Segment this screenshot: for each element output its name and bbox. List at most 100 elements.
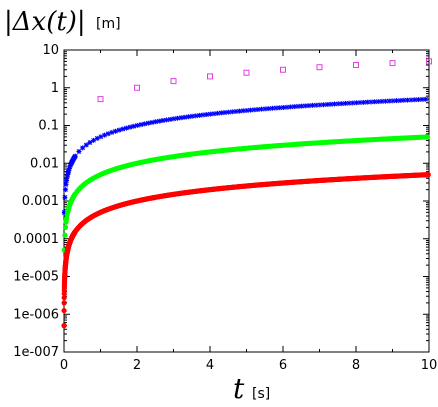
data-point-asterisk: [123, 125, 129, 131]
data-point-asterisk: [248, 107, 254, 113]
data-point-asterisk: [339, 101, 345, 107]
data-point-asterisk: [207, 111, 213, 117]
y-tick-label: 0.0001: [14, 232, 60, 247]
data-point-asterisk: [394, 98, 400, 104]
data-point-red: [61, 307, 67, 314]
data-point-asterisk: [167, 116, 173, 122]
data-point-asterisk: [116, 127, 122, 133]
data-point-green: [63, 219, 69, 225]
data-point-asterisk: [419, 96, 425, 102]
data-point-square: [207, 73, 213, 80]
data-point-asterisk: [415, 97, 421, 103]
data-point-asterisk: [229, 109, 235, 115]
data-point-asterisk: [321, 102, 327, 108]
data-point-asterisk: [62, 187, 68, 193]
data-point-asterisk: [404, 97, 410, 103]
data-point-asterisk: [310, 102, 316, 108]
data-point-asterisk: [91, 137, 97, 143]
series-layer: [61, 58, 432, 329]
data-point-asterisk: [299, 103, 305, 109]
x-axis-unit: [s]: [252, 386, 270, 402]
series-1: [61, 96, 429, 215]
data-point-red: [61, 323, 67, 329]
data-point-red: [61, 295, 67, 301]
data-point-asterisk: [62, 194, 68, 200]
data-point-asterisk: [120, 126, 126, 132]
y-axis-unit: [m]: [96, 16, 121, 32]
data-point-asterisk: [178, 115, 184, 121]
data-point-asterisk: [375, 99, 381, 105]
data-point-green: [62, 232, 68, 238]
x-tick-label: 0: [60, 358, 68, 373]
y-tick-label: 0.001: [22, 194, 59, 209]
data-point-asterisk: [280, 104, 286, 110]
y-tick-label: 0.01: [30, 156, 59, 171]
data-point-asterisk: [361, 99, 367, 105]
data-point-asterisk: [138, 122, 144, 128]
data-point-asterisk: [233, 108, 239, 114]
data-point-asterisk: [357, 100, 363, 106]
y-tick-label: 10: [42, 43, 59, 58]
data-point-asterisk: [105, 131, 111, 137]
data-point-red: [425, 172, 431, 178]
data-point-asterisk: [142, 121, 148, 127]
data-point-asterisk: [215, 110, 221, 116]
data-point-asterisk: [379, 98, 385, 104]
data-point-asterisk: [189, 113, 195, 119]
data-point-square: [426, 58, 432, 65]
data-point-asterisk: [94, 135, 100, 141]
data-point-asterisk: [302, 103, 308, 109]
data-point-asterisk: [182, 114, 188, 120]
data-point-asterisk: [160, 118, 166, 124]
x-tick-label: 8: [352, 358, 360, 373]
data-point-asterisk: [237, 108, 243, 114]
data-point-asterisk: [291, 104, 297, 110]
data-point-asterisk: [408, 97, 414, 103]
data-point-asterisk: [313, 102, 319, 108]
x-tick-label: 2: [133, 358, 141, 373]
data-point-asterisk: [295, 103, 301, 109]
plot-frame: [63, 49, 430, 353]
data-point-asterisk: [353, 100, 359, 106]
data-point-asterisk: [200, 112, 206, 118]
data-point-asterisk: [127, 124, 133, 130]
data-point-asterisk: [185, 114, 191, 120]
data-point-green: [424, 134, 431, 140]
data-point-square: [134, 84, 140, 91]
data-point-asterisk: [211, 111, 217, 117]
data-point-asterisk: [204, 112, 210, 118]
y-axis-label: |Δx(t)|: [4, 7, 86, 37]
data-point-asterisk: [277, 105, 283, 111]
data-point-asterisk: [401, 97, 407, 103]
data-point-asterisk: [66, 166, 72, 172]
x-tick-label: 4: [206, 358, 214, 373]
y-tick-label: 1e-007: [13, 345, 59, 360]
axis-ticks: 0 2 4 6 8 10 10 1 0.1 0.01 0.001 0.0001 1e-005 1e-006…: [13, 43, 437, 373]
data-point-square: [353, 62, 359, 69]
data-point-asterisk: [368, 99, 374, 105]
data-point-asterisk: [76, 148, 82, 154]
data-point-asterisk: [346, 100, 352, 106]
data-point-asterisk: [145, 120, 151, 126]
data-point-green: [72, 192, 78, 198]
data-point-asterisk: [328, 101, 334, 107]
series-3: [61, 172, 431, 329]
data-point-asterisk: [266, 106, 272, 112]
data-point-asterisk: [64, 177, 70, 183]
data-point-asterisk: [335, 101, 341, 107]
data-point-square: [243, 69, 250, 76]
data-point-asterisk: [364, 99, 370, 105]
x-tick-label: 6: [279, 358, 287, 373]
data-point-asterisk: [193, 113, 199, 119]
data-point-red: [61, 300, 67, 306]
series-0: [97, 58, 432, 103]
data-point-asterisk: [350, 100, 356, 106]
data-point-asterisk: [102, 132, 108, 138]
data-point-square: [316, 64, 323, 71]
data-point-asterisk: [317, 102, 323, 108]
data-point-asterisk: [269, 105, 275, 111]
data-point-asterisk: [72, 154, 78, 160]
data-point-asterisk: [372, 99, 378, 105]
y-tick-label: 1: [51, 81, 59, 96]
